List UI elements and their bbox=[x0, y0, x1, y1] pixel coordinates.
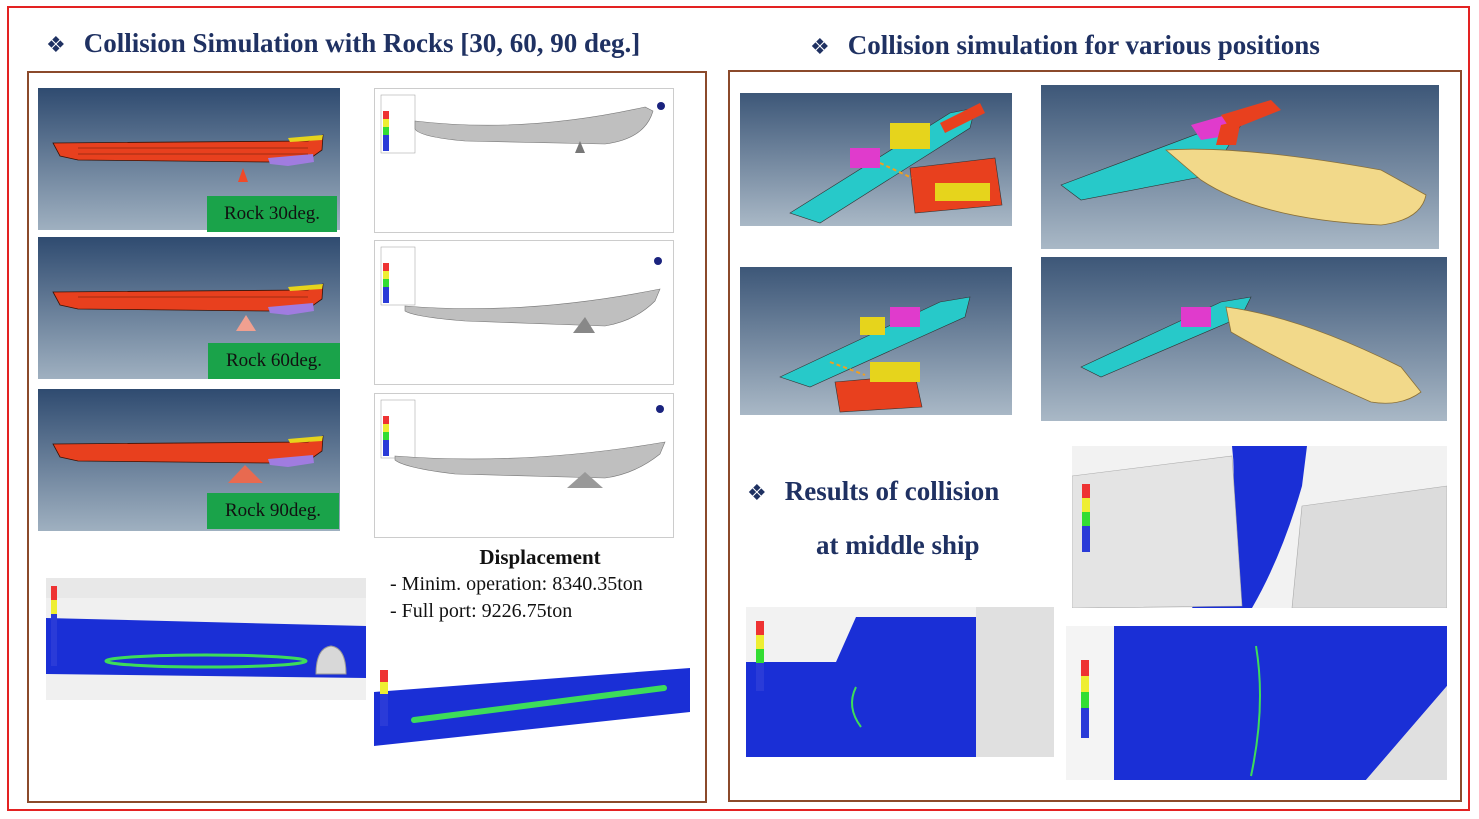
left-section-title: Collision Simulation with Rocks [30, 60,… bbox=[83, 28, 641, 58]
diamond-bullet-icon: ❖ bbox=[810, 35, 830, 60]
middle-ship-damage-closeup-view bbox=[1066, 626, 1447, 780]
rock-60-label: Rock 60deg. bbox=[208, 343, 340, 379]
rock-30-displacement-plot bbox=[374, 88, 674, 233]
rock-90-label: Rock 90deg. bbox=[207, 493, 339, 529]
rock-30-simulation-image bbox=[38, 88, 340, 230]
diamond-bullet-icon: ❖ bbox=[747, 481, 767, 506]
right-section-heading: ❖ Collision simulation for various positi… bbox=[810, 30, 1320, 61]
displacement-full-port: - Full port: 9226.75ton bbox=[390, 600, 573, 622]
slide-border bbox=[7, 6, 1470, 811]
displacement-min-operation: - Minim. operation: 8340.35ton bbox=[390, 573, 643, 595]
left-panel bbox=[27, 71, 707, 803]
collision-position-1-image bbox=[740, 93, 1012, 226]
collision-position-4-image bbox=[1041, 257, 1447, 421]
middle-ship-damage-interior-view bbox=[1072, 446, 1447, 608]
right-section-title: Collision simulation for various positio… bbox=[847, 30, 1320, 60]
displacement-block: Displacement - Minim. operation: 8340.35… bbox=[390, 544, 690, 625]
rock-60-displacement-plot bbox=[374, 240, 674, 385]
left-section-heading: ❖ Collision Simulation with Rocks [30, 60… bbox=[46, 28, 640, 59]
hull-damage-bottom-view bbox=[46, 578, 366, 700]
hull-damage-mises-view bbox=[374, 650, 690, 748]
results-heading-line1: ❖ Results of collision bbox=[747, 476, 1000, 506]
rock-30-label: Rock 30deg. bbox=[207, 196, 337, 232]
results-heading-line2: at middle ship bbox=[816, 530, 980, 560]
collision-position-2-image bbox=[1041, 85, 1439, 249]
rock-90-displacement-plot bbox=[374, 393, 674, 538]
right-panel bbox=[728, 70, 1462, 802]
middle-ship-damage-side-view bbox=[746, 607, 1054, 757]
collision-position-3-image bbox=[740, 267, 1012, 415]
displacement-title: Displacement bbox=[479, 545, 601, 569]
diamond-bullet-icon: ❖ bbox=[46, 33, 66, 58]
